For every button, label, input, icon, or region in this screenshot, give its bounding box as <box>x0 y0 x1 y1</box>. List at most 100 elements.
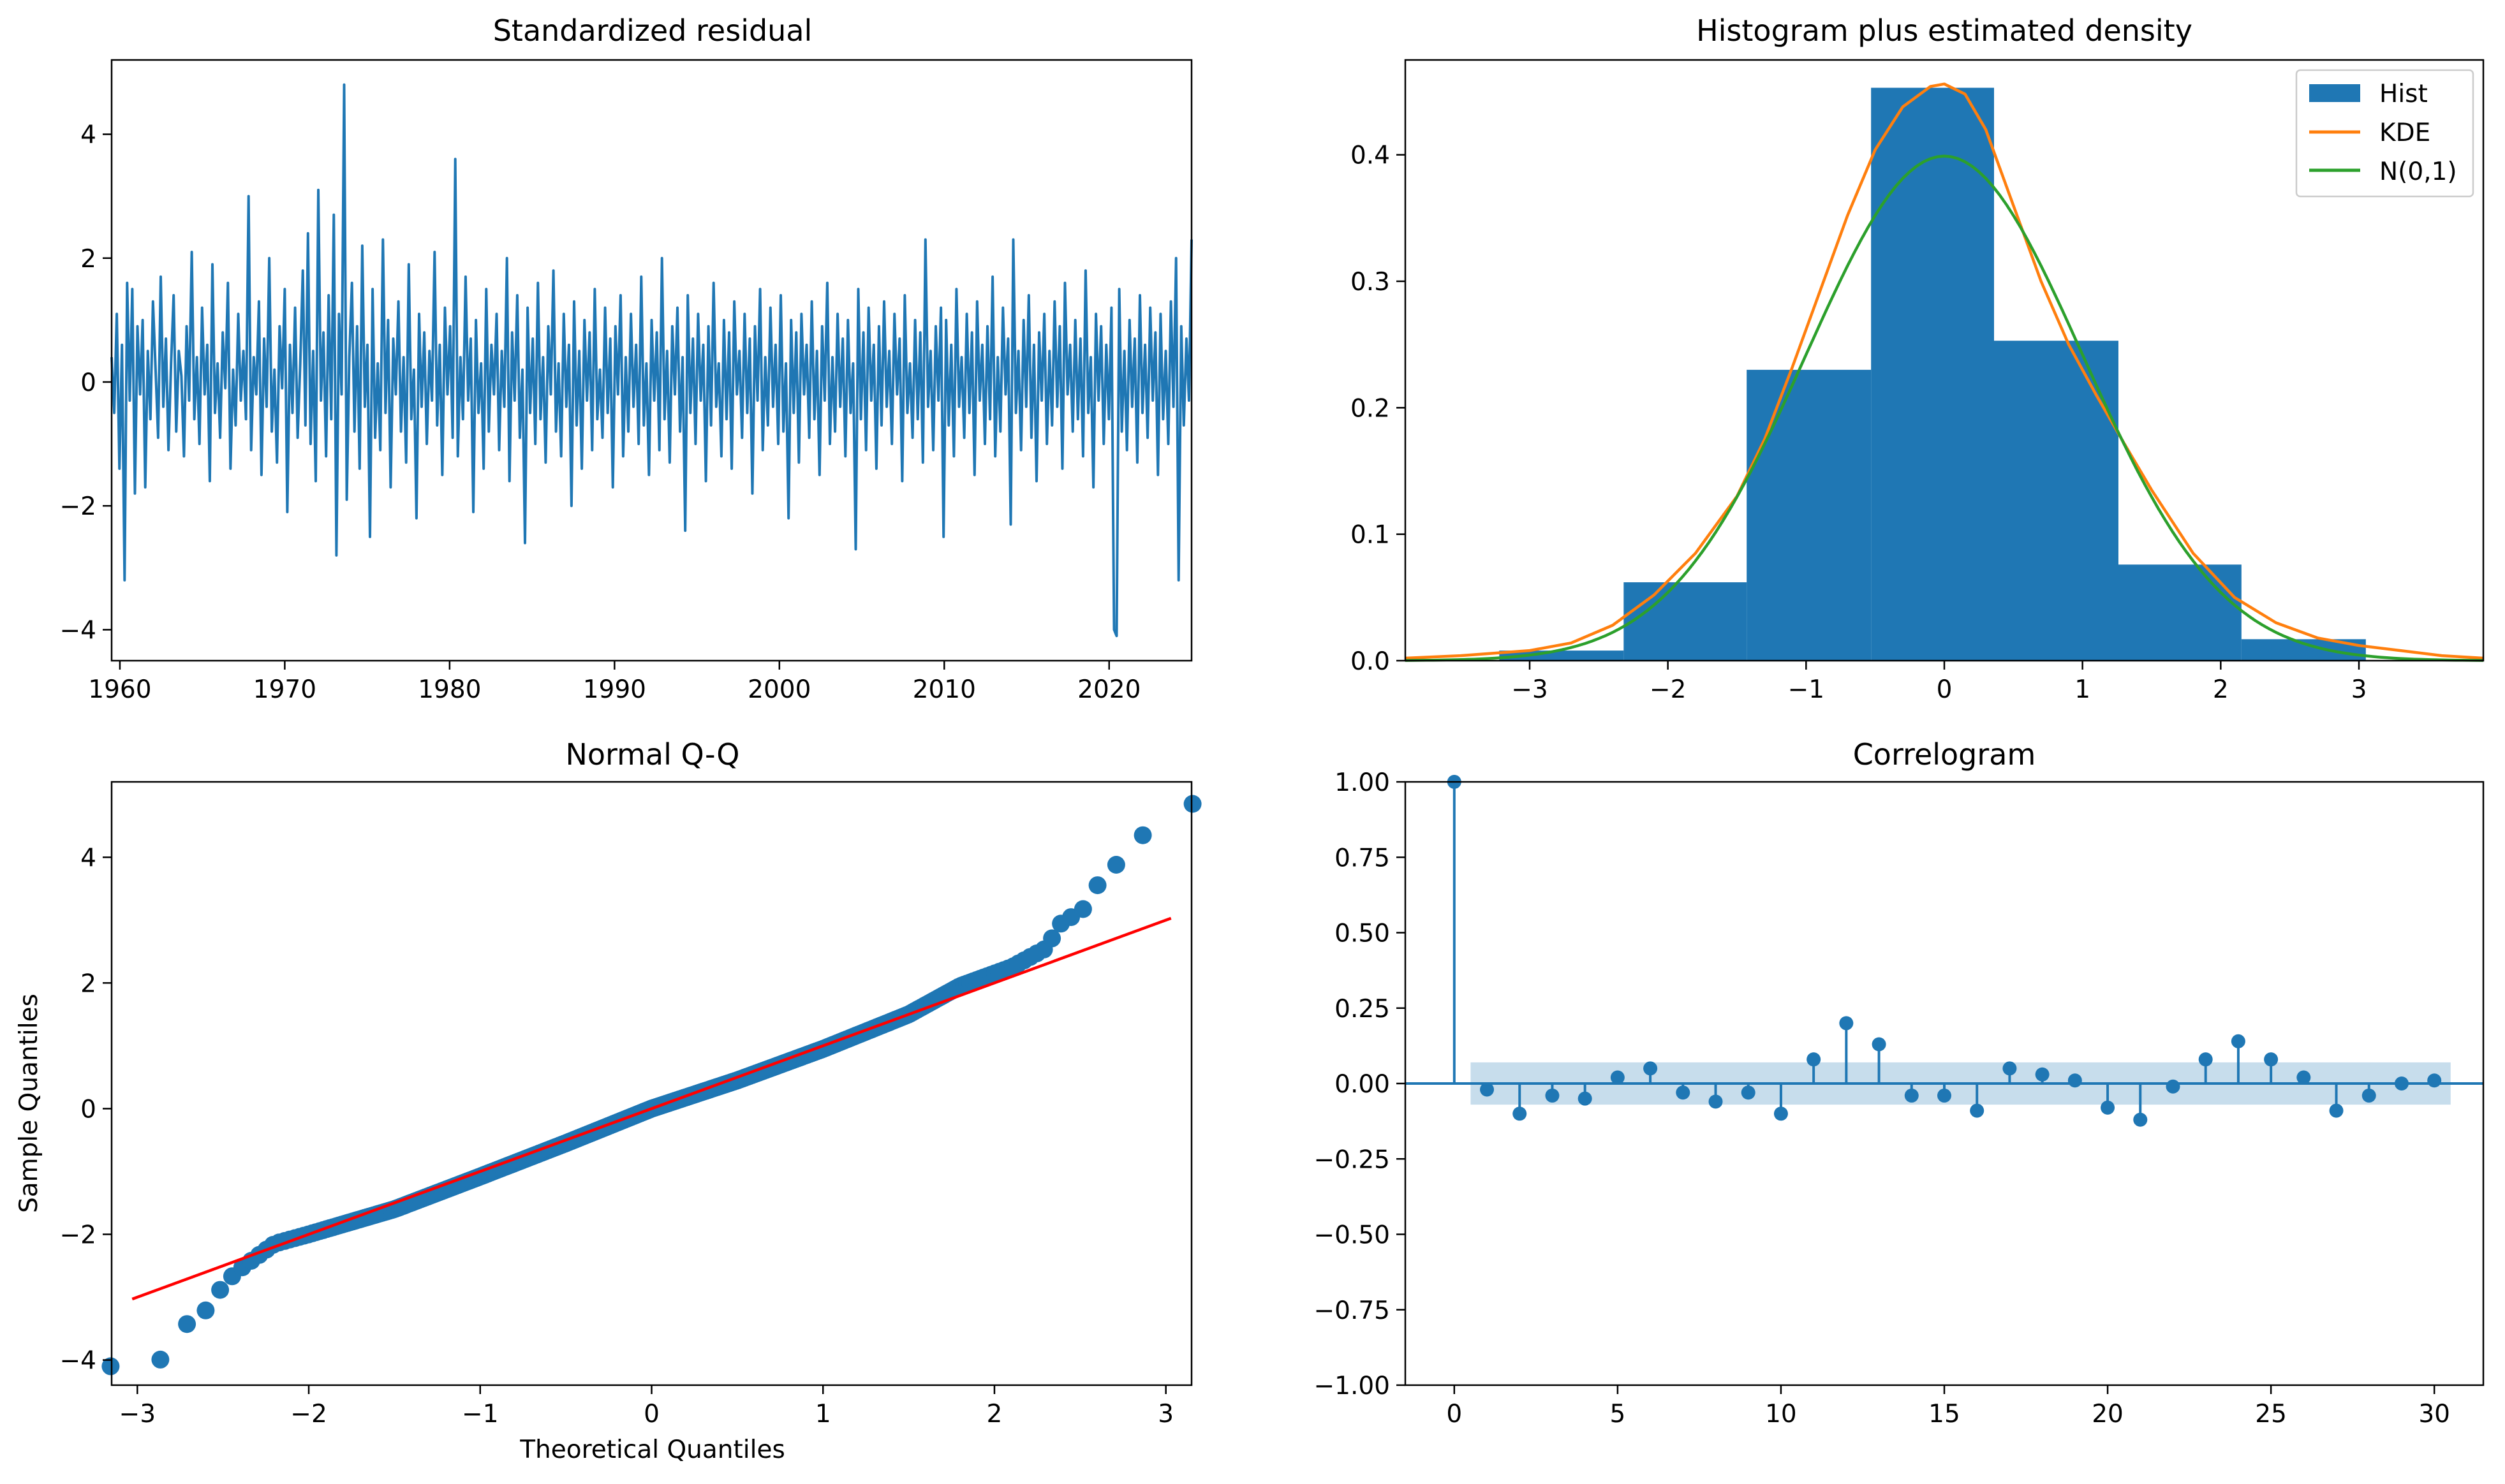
qq-ytick-label: 0 <box>80 1095 96 1124</box>
histogram-bar <box>1623 582 1747 661</box>
qq-xtick-label: 1 <box>815 1400 831 1429</box>
histogram-title: Histogram plus estimated density <box>1696 13 2192 48</box>
kde-line <box>1405 82 2484 660</box>
histogram-panel: Histogram plus estimated density −3 −2 −1 0… <box>1350 13 2485 704</box>
histogram-xtick-label: 2 <box>2213 675 2229 704</box>
acf-marker <box>1904 1088 1919 1103</box>
acf-marker <box>2296 1070 2311 1085</box>
acf-marker <box>2067 1073 2082 1088</box>
histogram-xtick-label: 3 <box>2351 675 2367 704</box>
qq-reference-line <box>131 916 1172 1301</box>
residual-frame <box>110 59 1193 662</box>
histogram-xtick-label: −3 <box>1511 675 1548 704</box>
correlogram-xtick-label: 15 <box>1928 1400 1960 1429</box>
qq-point <box>1183 795 1202 813</box>
acf-marker <box>2394 1076 2409 1091</box>
histogram-ytick-label: 0.4 <box>1350 142 1390 170</box>
histogram-xtick-label: −2 <box>1650 675 1687 704</box>
acf-marker <box>1872 1037 1886 1052</box>
acf-marker <box>2166 1079 2180 1094</box>
qq-ytick-label: 2 <box>80 969 96 998</box>
histogram-xtick-label: −1 <box>1788 675 1825 704</box>
qq-xtick-label: 0 <box>644 1400 660 1429</box>
acf-marker <box>1773 1106 1788 1121</box>
acf-marker <box>1937 1088 1951 1103</box>
histogram-bar <box>1747 369 1872 661</box>
qq-xtick-label: −3 <box>119 1400 156 1429</box>
acf-marker <box>1512 1106 1527 1121</box>
qq-xlabel: Theoretical Quantiles <box>519 1436 785 1464</box>
residual-xtick-label: 1960 <box>88 675 151 704</box>
residual-xtick-label: 2020 <box>1077 675 1141 704</box>
residual-xtick-label: 1980 <box>418 675 481 704</box>
histogram-plot-area: −3 −2 −1 0 1 2 3 0.0 0.1 0.2 0.3 0.4 <box>1350 59 2485 704</box>
histogram-ytick-label: 0.0 <box>1350 647 1390 676</box>
acf-marker <box>1610 1070 1625 1085</box>
histogram-bar <box>1871 87 1994 661</box>
qq-xtick-label: 3 <box>1158 1400 1174 1429</box>
histogram-xtick-label: 1 <box>2074 675 2090 704</box>
legend-kde-label: KDE <box>2379 119 2430 147</box>
acf-marker <box>2264 1052 2279 1067</box>
acf-marker <box>2231 1034 2245 1048</box>
legend-normal-label: N(0,1) <box>2379 158 2457 186</box>
histogram-bar <box>1499 650 1624 661</box>
residual-ytick-label: 4 <box>80 121 96 150</box>
acf-marker <box>2427 1073 2442 1088</box>
qq-ytick-label: 4 <box>80 844 96 872</box>
acf-marker <box>2361 1088 2376 1103</box>
residual-xtick-label: 2000 <box>748 675 811 704</box>
residual-ytick-label: 0 <box>80 369 96 397</box>
acf-marker <box>1741 1085 1755 1100</box>
qq-point <box>211 1281 230 1299</box>
qq-point <box>178 1315 196 1333</box>
correlogram-xtick-label: 30 <box>2418 1400 2450 1429</box>
qq-plot-area: −3 −2 −1 0 1 2 3 −4 −2 0 2 4 <box>60 781 1202 1429</box>
legend-hist-label: Hist <box>2379 80 2428 108</box>
acf-marker <box>1708 1094 1723 1109</box>
correlogram-frame <box>1404 781 2485 1386</box>
residual-xtick-label: 1990 <box>583 675 646 704</box>
correlogram-ytick-label: 0.00 <box>1334 1070 1390 1099</box>
qq-point <box>1088 876 1107 895</box>
histogram-ytick-label: 0.2 <box>1350 394 1390 423</box>
correlogram-ytick-label: 0.75 <box>1334 844 1390 872</box>
acf-marker <box>1545 1088 1560 1103</box>
residual-xtick-label: 2010 <box>913 675 976 704</box>
correlogram-panel: Correlogram 0 5 10 15 20 25 30 −1.00 −0.75 −0.50 −… <box>1313 737 2485 1429</box>
acf-marker <box>1480 1082 1495 1097</box>
qq-ytick-label: −4 <box>60 1347 97 1376</box>
correlogram-xtick-label: 10 <box>1765 1400 1797 1429</box>
residual-series-line <box>110 83 1193 638</box>
qq-xtick-label: −1 <box>462 1400 499 1429</box>
residual-panel: Standardized residual 1960 1970 1980 1990 20… <box>60 13 1193 704</box>
qq-xtick-label: −2 <box>290 1400 327 1429</box>
qq-point <box>196 1301 215 1319</box>
acf-marker <box>2133 1112 2148 1127</box>
histogram-ytick-label: 0.1 <box>1350 521 1390 550</box>
correlogram-xtick-label: 0 <box>1446 1400 1462 1429</box>
normal-density-line <box>1405 154 2484 662</box>
qq-title: Normal Q-Q <box>565 737 739 772</box>
acf-marker <box>2002 1061 2017 1076</box>
qq-xtick-label: 2 <box>987 1400 1003 1429</box>
correlogram-ytick-label: −1.00 <box>1313 1372 1390 1400</box>
residual-xtick-label: 1970 <box>253 675 316 704</box>
qq-point <box>151 1350 170 1369</box>
acf-marker <box>2035 1067 2050 1082</box>
acf-marker <box>1578 1091 1592 1106</box>
qq-point <box>1134 826 1152 844</box>
correlogram-ytick-label: −0.25 <box>1313 1145 1390 1174</box>
acf-marker <box>1643 1061 1658 1076</box>
correlogram-xtick-label: 5 <box>1609 1400 1625 1429</box>
correlogram-xtick-label: 20 <box>2092 1400 2124 1429</box>
correlogram-ytick-label: 0.25 <box>1334 995 1390 1024</box>
qq-point <box>1074 900 1092 918</box>
acf-marker <box>2198 1052 2213 1067</box>
correlogram-ytick-label: −0.75 <box>1313 1297 1390 1325</box>
histogram-frame <box>1404 59 2485 662</box>
acf-marker <box>2101 1100 2115 1115</box>
histogram-legend: Hist KDE N(0,1) <box>2295 69 2474 198</box>
residual-ytick-label: −2 <box>60 492 97 521</box>
